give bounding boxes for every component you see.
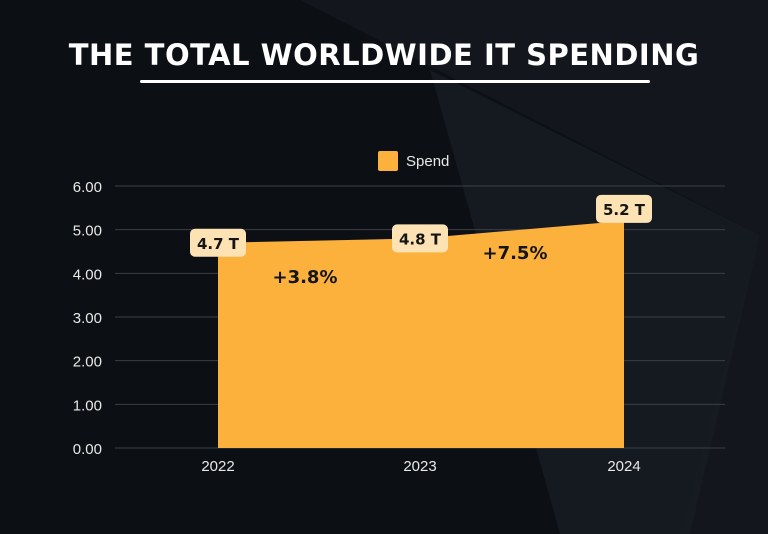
x-tick-label: 2024 [607, 458, 640, 475]
data-label-box [190, 228, 246, 257]
y-tick-label: 1.00 [73, 397, 102, 414]
chart-title: THE TOTAL WORLDWIDE IT SPENDING [68, 38, 700, 72]
growth-annotation: +3.8% [272, 267, 337, 288]
legend: Spend [378, 150, 449, 172]
y-tick-label: 2.00 [73, 354, 102, 371]
growth-annotation: +7.5% [482, 243, 547, 264]
data-label: 4.7 T [197, 235, 240, 253]
data-label: 5.2 T [603, 201, 646, 219]
area-series-spend [218, 220, 624, 448]
y-tick-label: 4.00 [73, 266, 102, 283]
x-tick-label: 2023 [403, 458, 436, 475]
legend-label: Spend [406, 152, 450, 170]
title-underline [140, 80, 650, 83]
data-label-box [596, 194, 652, 223]
y-tick-label: 6.00 [73, 179, 102, 196]
data-label-box [392, 224, 448, 253]
data-label: 4.8 T [399, 230, 442, 248]
y-tick-label: 5.00 [73, 223, 102, 240]
y-tick-label: 3.00 [73, 310, 102, 327]
y-tick-label: 0.00 [73, 441, 102, 458]
legend-swatch [378, 151, 398, 171]
x-tick-label: 2022 [201, 458, 234, 475]
